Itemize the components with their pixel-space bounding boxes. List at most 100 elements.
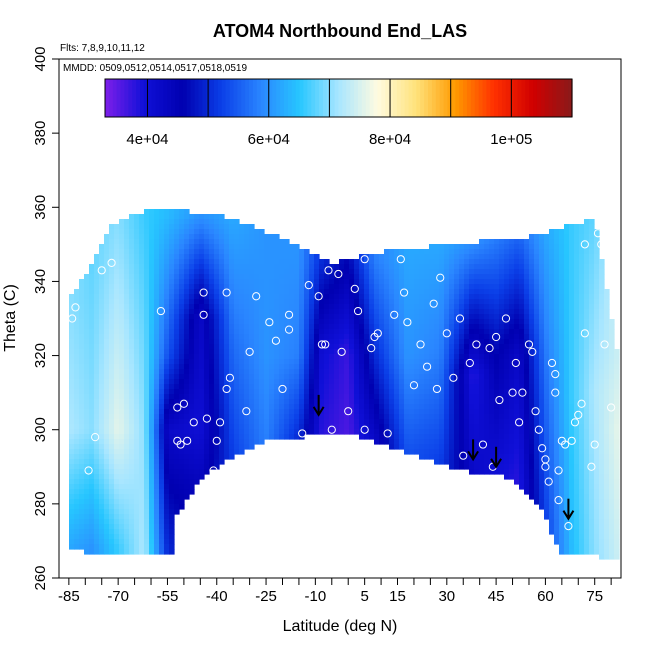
field-cell — [214, 359, 220, 365]
field-cell — [209, 284, 215, 290]
field-cell — [164, 529, 170, 535]
field-cell — [189, 374, 195, 380]
field-cell — [374, 419, 380, 425]
field-cell — [159, 449, 165, 455]
field-cell — [539, 329, 545, 335]
field-cell — [169, 504, 175, 510]
field-cell — [339, 419, 345, 425]
field-cell — [319, 269, 325, 275]
field-cell — [109, 409, 115, 415]
field-cell — [94, 344, 100, 350]
field-cell — [179, 449, 185, 455]
field-cell — [114, 224, 120, 230]
field-cell — [309, 289, 315, 295]
field-cell — [329, 264, 335, 270]
field-cell — [119, 429, 125, 435]
field-cell — [109, 259, 115, 265]
field-cell — [384, 439, 390, 445]
field-cell — [134, 349, 140, 355]
field-cell — [264, 384, 270, 390]
field-cell — [134, 329, 140, 335]
field-cell — [129, 449, 135, 455]
field-cell — [434, 374, 440, 380]
field-cell — [509, 264, 515, 270]
field-cell — [414, 334, 420, 340]
field-cell — [179, 484, 185, 490]
field-cell — [134, 319, 140, 325]
field-cell — [259, 304, 265, 310]
field-cell — [524, 459, 530, 465]
field-cell — [159, 474, 165, 480]
field-cell — [564, 299, 570, 305]
field-cell — [444, 449, 450, 455]
field-cell — [144, 464, 150, 470]
field-cell — [169, 359, 175, 365]
field-cell — [284, 264, 290, 270]
field-cell — [179, 459, 185, 465]
field-cell — [569, 309, 575, 315]
field-cell — [279, 414, 285, 420]
field-cell — [144, 504, 150, 510]
field-cell — [349, 309, 355, 315]
field-cell — [174, 334, 180, 340]
field-cell — [139, 349, 145, 355]
field-cell — [154, 359, 160, 365]
field-cell — [174, 344, 180, 350]
field-cell — [144, 269, 150, 275]
field-cell — [559, 234, 565, 240]
field-cell — [174, 214, 180, 220]
field-cell — [89, 514, 95, 520]
field-cell — [134, 474, 140, 480]
field-cell — [224, 219, 230, 225]
field-cell — [389, 294, 395, 300]
field-cell — [84, 544, 90, 550]
field-cell — [144, 324, 150, 330]
field-cell — [84, 499, 90, 505]
field-cell — [359, 409, 365, 415]
field-cell — [484, 329, 490, 335]
field-cell — [449, 254, 455, 260]
field-cell — [319, 289, 325, 295]
field-cell — [549, 414, 555, 420]
field-cell — [394, 389, 400, 395]
field-cell — [314, 254, 320, 260]
field-cell — [389, 339, 395, 345]
field-cell — [509, 354, 515, 360]
field-cell — [304, 254, 310, 260]
field-cell — [204, 254, 210, 260]
field-cell — [329, 354, 335, 360]
field-cell — [169, 369, 175, 375]
field-cell — [544, 394, 550, 400]
field-cell — [539, 494, 545, 500]
field-cell — [344, 354, 350, 360]
field-cell — [454, 429, 460, 435]
field-cell — [469, 284, 475, 290]
field-cell — [199, 304, 205, 310]
field-cell — [409, 394, 415, 400]
field-cell — [439, 379, 445, 385]
field-cell — [354, 269, 360, 275]
field-cell — [139, 489, 145, 495]
field-cell — [84, 379, 90, 385]
field-cell — [214, 424, 220, 430]
field-cell — [239, 224, 245, 230]
field-cell — [509, 409, 515, 415]
field-cell — [339, 319, 345, 325]
field-cell — [549, 439, 555, 445]
field-cell — [244, 384, 250, 390]
field-cell — [499, 254, 505, 260]
field-cell — [114, 389, 120, 395]
field-cell — [364, 404, 370, 410]
field-cell — [499, 279, 505, 285]
field-cell — [194, 264, 200, 270]
field-cell — [279, 369, 285, 375]
field-cell — [69, 534, 75, 540]
field-cell — [224, 319, 230, 325]
field-cell — [474, 324, 480, 330]
field-cell — [334, 269, 340, 275]
field-cell — [309, 269, 315, 275]
field-cell — [469, 364, 475, 370]
field-cell — [524, 444, 530, 450]
field-cell — [539, 264, 545, 270]
field-cell — [459, 334, 465, 340]
